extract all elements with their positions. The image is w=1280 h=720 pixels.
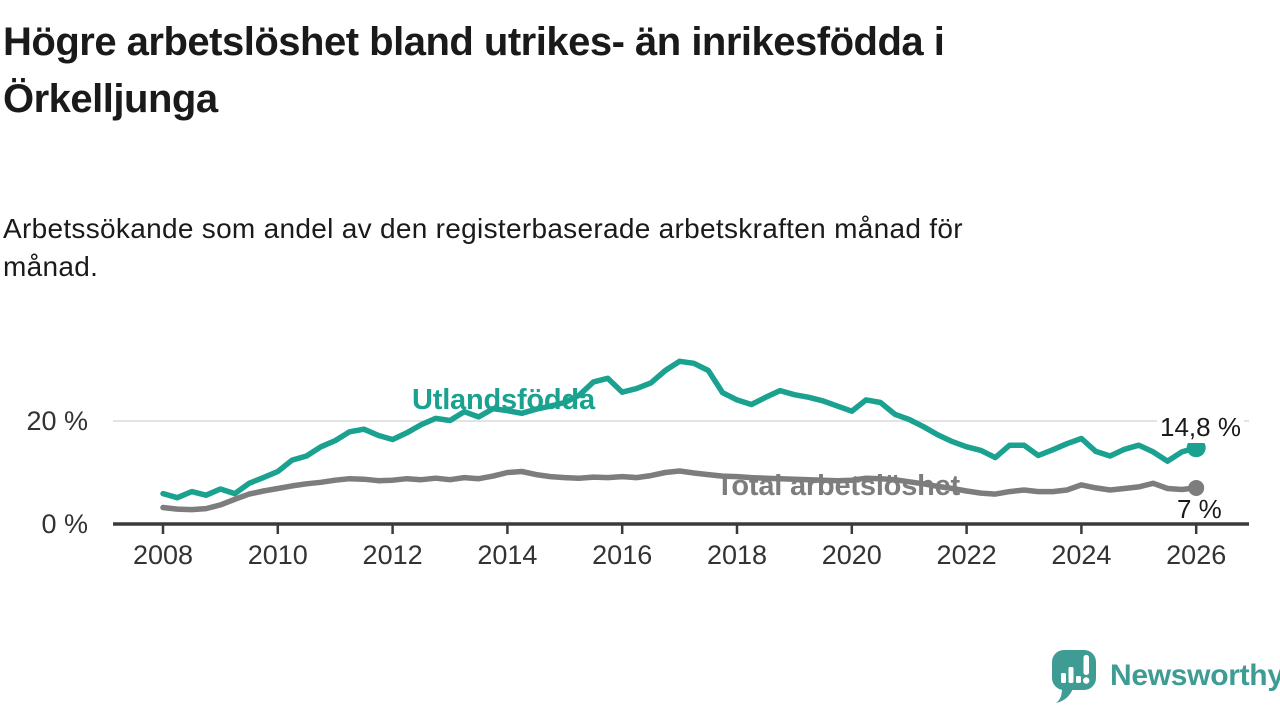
x-tick-label: 2008 <box>133 540 193 570</box>
x-tick-label: 2024 <box>1051 540 1111 570</box>
end-value-label-total: 7 % <box>1177 494 1222 524</box>
x-tick-label: 2020 <box>822 540 882 570</box>
newsworthy-logo-icon <box>1052 650 1096 703</box>
series-end-dot-2 <box>1188 479 1205 496</box>
newsworthy-logo[interactable]: Newsworthy <box>1050 648 1280 704</box>
x-tick-label: 2014 <box>477 540 537 570</box>
series-label-utlandsfodda: Utlandsfödda <box>412 384 595 416</box>
x-tick-label: 2018 <box>707 540 767 570</box>
x-tick-label: 2016 <box>592 540 652 570</box>
series-end-dot-1 <box>1186 438 1206 458</box>
chart-subtitle-line2: månad. <box>3 251 99 282</box>
x-tick-label: 2010 <box>248 540 308 570</box>
series-line-1 <box>160 358 1199 501</box>
series-label-total-arbetsloshet: Total arbetslöshet <box>716 470 961 502</box>
y-tick-label: 0 % <box>41 509 88 539</box>
chart-title-line2: Örkelljunga <box>3 77 218 121</box>
x-tick-label: 2026 <box>1166 540 1226 570</box>
chart-subtitle-line1: Arbetssökande som andel av den registerb… <box>3 213 963 244</box>
end-value-label-utlandsfodda: 14,8 % <box>1157 412 1244 443</box>
newsworthy-logo-text: Newsworthy <box>1110 659 1280 692</box>
chart-title-line1: Högre arbetslöshet bland utrikes- än inr… <box>3 20 945 64</box>
series-line-2 <box>160 468 1199 513</box>
chart-subtitle: Arbetssökande som andel av den registerb… <box>3 210 1213 286</box>
y-tick-label: 20 % <box>26 406 88 436</box>
x-tick-label: 2022 <box>937 540 997 570</box>
chart-title: Högre arbetslöshet bland utrikes- än inr… <box>3 14 1263 128</box>
x-tick-label: 2012 <box>363 540 423 570</box>
